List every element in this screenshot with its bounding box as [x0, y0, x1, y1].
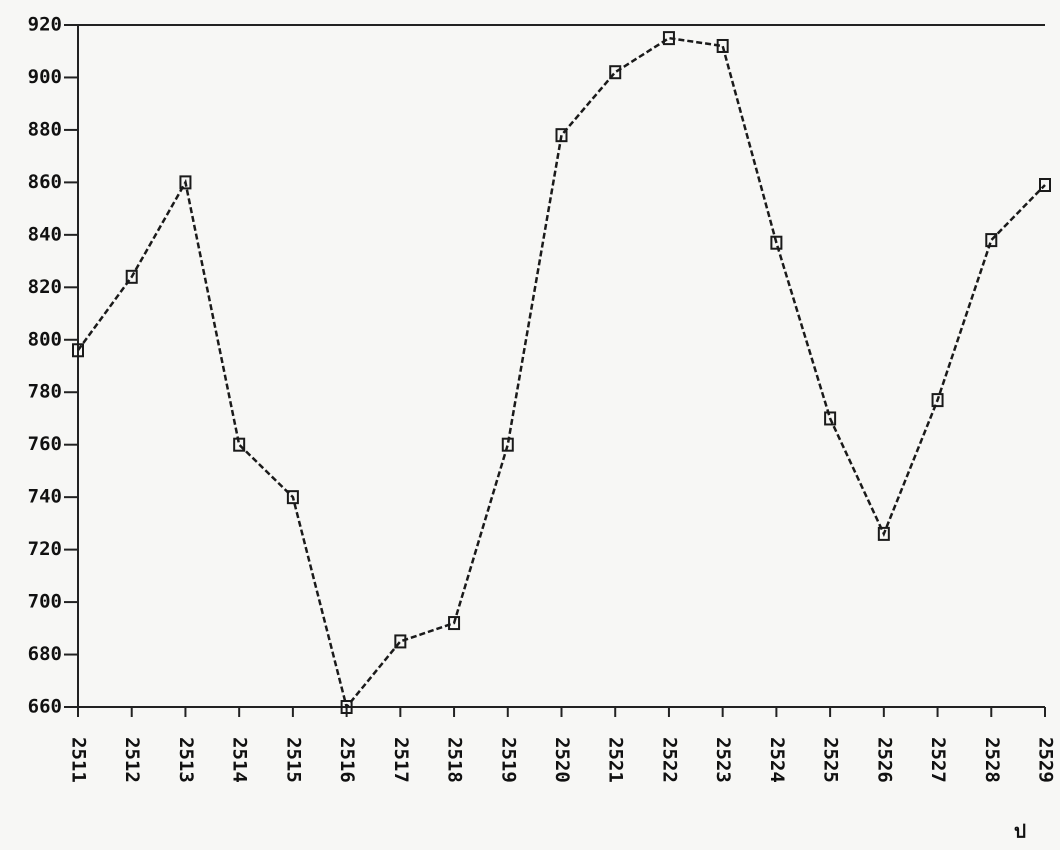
- y-tick-label: 820: [28, 276, 62, 298]
- y-tick-label: 920: [28, 14, 62, 36]
- y-tick-label: 840: [28, 223, 62, 245]
- y-tick-label: 880: [28, 118, 62, 140]
- x-tick-label: 2521: [605, 737, 627, 783]
- x-tick-label: 2518: [444, 737, 466, 783]
- y-tick-label: 860: [28, 171, 62, 193]
- line: [78, 38, 1045, 707]
- x-tick-label: 2524: [766, 737, 788, 783]
- y-tick-label: 700: [28, 591, 62, 613]
- x-tick-label: 2525: [820, 737, 842, 783]
- x-tick-label: 2520: [551, 737, 573, 783]
- x-tick-label: 2514: [229, 737, 251, 783]
- x-tick-label: 2515: [282, 737, 304, 783]
- y-tick-label: 680: [28, 643, 62, 665]
- y-tick-label: 780: [28, 381, 62, 403]
- chart: ป 660 680 700 720 740 760 780 800 820 840 860 880 90…: [0, 0, 1060, 850]
- x-tick-label: 2519: [497, 737, 519, 783]
- x-tick-label: 2523: [712, 737, 734, 783]
- y-tick-label: 740: [28, 486, 62, 508]
- x-tick-label: 2528: [981, 737, 1003, 783]
- y-tick-label: 660: [28, 696, 62, 718]
- x-tick-label: 2512: [121, 737, 143, 783]
- y-tick-label: 720: [28, 538, 62, 560]
- x-tick-label: 2526: [873, 737, 895, 783]
- y-tick-label: 900: [28, 66, 62, 88]
- x-tick-label: 2511: [68, 737, 90, 783]
- x-tick-label: 2517: [390, 737, 412, 783]
- page: ป 660 680 700 720 740 760 780 800 820 840 860 880 90…: [0, 0, 1060, 850]
- y-tick-label: 760: [28, 433, 62, 455]
- x-tick-label: 2513: [175, 737, 197, 783]
- x-tick-label: 2516: [336, 737, 358, 783]
- x-tick-label: 2529: [1035, 737, 1057, 783]
- y-tick-label: 800: [28, 328, 62, 350]
- x-tick-label: 2527: [927, 737, 949, 783]
- x-tick-label: 2522: [658, 737, 680, 783]
- x-axis-label: ป: [1014, 821, 1026, 843]
